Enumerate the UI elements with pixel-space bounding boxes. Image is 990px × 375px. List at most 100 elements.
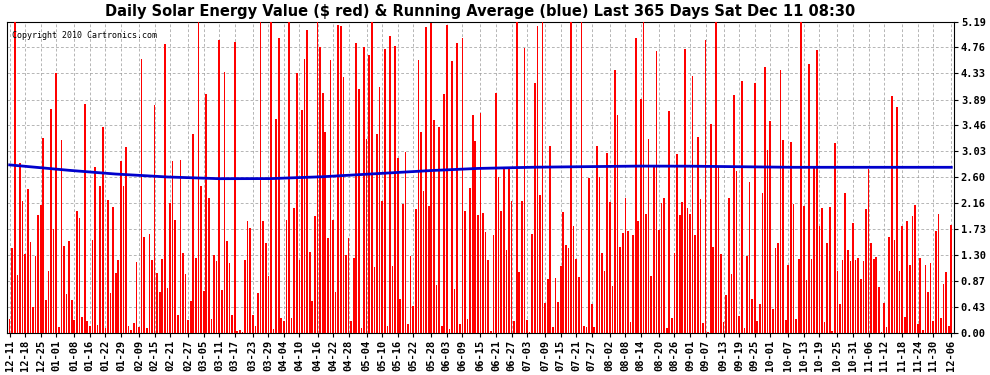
Bar bbox=[753, 83, 755, 333]
Bar bbox=[945, 272, 947, 333]
Bar bbox=[128, 326, 130, 333]
Bar bbox=[705, 40, 707, 333]
Bar bbox=[829, 207, 831, 333]
Bar bbox=[384, 49, 385, 333]
Bar bbox=[461, 39, 463, 333]
Bar bbox=[741, 81, 742, 333]
Bar bbox=[221, 290, 223, 333]
Bar bbox=[580, 22, 582, 333]
Bar bbox=[679, 215, 680, 333]
Bar bbox=[567, 248, 569, 333]
Bar bbox=[426, 27, 427, 333]
Bar bbox=[444, 93, 446, 333]
Bar bbox=[814, 166, 815, 333]
Bar bbox=[200, 186, 202, 333]
Bar bbox=[609, 202, 611, 333]
Bar bbox=[115, 273, 117, 333]
Bar bbox=[317, 22, 319, 333]
Bar bbox=[299, 260, 300, 333]
Bar bbox=[521, 201, 523, 333]
Bar bbox=[45, 300, 47, 333]
Bar bbox=[604, 271, 606, 333]
Bar bbox=[446, 25, 447, 333]
Bar bbox=[928, 292, 929, 333]
Bar bbox=[867, 169, 869, 333]
Bar bbox=[707, 332, 709, 333]
Bar bbox=[322, 93, 324, 333]
Bar bbox=[625, 198, 627, 333]
Bar bbox=[166, 288, 168, 333]
Bar bbox=[333, 220, 334, 333]
Bar bbox=[614, 70, 616, 333]
Bar bbox=[834, 143, 836, 333]
Bar bbox=[448, 329, 450, 333]
Bar bbox=[177, 315, 178, 333]
Bar bbox=[139, 327, 140, 333]
Bar bbox=[232, 315, 233, 333]
Bar bbox=[731, 274, 733, 333]
Bar bbox=[182, 254, 184, 333]
Bar bbox=[272, 329, 274, 333]
Bar bbox=[60, 140, 62, 333]
Bar bbox=[451, 62, 452, 333]
Bar bbox=[772, 309, 773, 333]
Bar bbox=[904, 316, 906, 333]
Bar bbox=[229, 263, 231, 333]
Bar bbox=[612, 286, 613, 333]
Bar bbox=[360, 328, 362, 333]
Bar bbox=[107, 200, 109, 333]
Bar bbox=[185, 274, 186, 333]
Bar bbox=[203, 291, 205, 333]
Bar bbox=[153, 105, 155, 333]
Bar bbox=[748, 182, 750, 333]
Bar bbox=[335, 292, 337, 333]
Bar bbox=[940, 318, 941, 333]
Bar bbox=[640, 99, 642, 333]
Bar bbox=[540, 195, 541, 333]
Bar bbox=[821, 208, 823, 333]
Bar bbox=[439, 127, 440, 333]
Bar bbox=[767, 150, 768, 333]
Bar bbox=[216, 261, 218, 333]
Bar bbox=[247, 221, 248, 333]
Bar bbox=[407, 324, 409, 333]
Bar bbox=[622, 234, 624, 333]
Bar bbox=[607, 153, 608, 333]
Bar bbox=[881, 332, 882, 333]
Bar bbox=[350, 321, 352, 333]
Bar bbox=[687, 208, 688, 333]
Bar bbox=[529, 332, 531, 333]
Bar bbox=[870, 243, 872, 333]
Bar bbox=[105, 328, 106, 333]
Bar bbox=[617, 116, 619, 333]
Bar bbox=[65, 294, 67, 333]
Bar bbox=[487, 260, 489, 333]
Bar bbox=[52, 228, 54, 333]
Bar bbox=[769, 122, 771, 333]
Bar bbox=[854, 260, 856, 333]
Bar bbox=[586, 327, 587, 333]
Bar bbox=[151, 260, 152, 333]
Bar bbox=[136, 262, 138, 333]
Bar bbox=[38, 215, 39, 333]
Bar bbox=[922, 330, 924, 333]
Bar bbox=[938, 214, 940, 333]
Bar bbox=[249, 228, 251, 333]
Bar bbox=[397, 158, 399, 333]
Bar bbox=[265, 243, 266, 333]
Bar bbox=[441, 326, 443, 333]
Bar bbox=[803, 206, 805, 333]
Bar bbox=[301, 110, 303, 333]
Bar bbox=[94, 167, 96, 333]
Bar bbox=[746, 256, 747, 333]
Bar bbox=[873, 259, 874, 333]
Bar bbox=[801, 22, 802, 333]
Bar bbox=[806, 280, 807, 333]
Bar bbox=[262, 221, 264, 333]
Bar bbox=[22, 201, 24, 333]
Bar bbox=[482, 213, 484, 333]
Bar bbox=[824, 321, 826, 333]
Bar bbox=[17, 275, 18, 333]
Bar bbox=[239, 330, 241, 333]
Bar bbox=[844, 193, 846, 333]
